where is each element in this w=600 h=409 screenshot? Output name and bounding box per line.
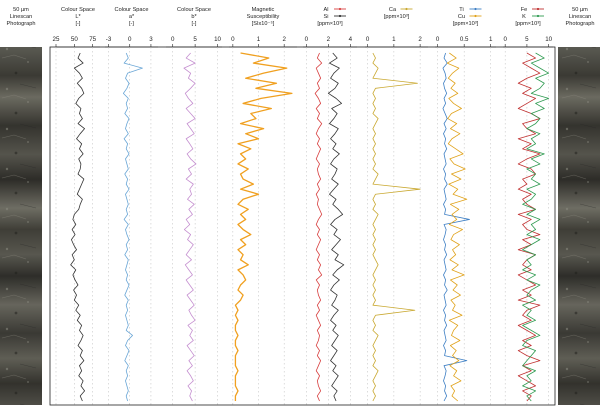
panel-6: Ca[ppm×10³] 0 1 2 <box>365 7 428 405</box>
panel-3-title-2: b* <box>191 14 197 20</box>
panel-4-title-3: [SIx10⁻⁵] <box>252 20 275 27</box>
left-photo-strip: 50 µm Linescan Photograph <box>0 7 42 405</box>
panel-8-tick-label: 5 <box>525 36 529 43</box>
panel-3-tick-label: 0 <box>171 36 175 43</box>
panel-7-tick-label: 1 <box>489 36 493 43</box>
panel-6-tick-label: 0 <box>366 36 370 43</box>
legend-dot-ca <box>405 7 408 11</box>
panel-5-title-3: [ppm×10³] <box>317 21 343 27</box>
panel-6-tick-label: 1 <box>392 36 396 43</box>
panel-8-title-2: K <box>522 14 526 20</box>
left-photo-title-3: Photograph <box>7 21 36 27</box>
legend-dot-ti <box>474 7 477 11</box>
panel-2-title-1: Colour Space <box>115 7 149 13</box>
panel-5-tick-label: 0 <box>305 36 309 43</box>
series-b- <box>183 52 197 402</box>
panel-3-title-1: Colour Space <box>177 7 211 13</box>
legend-dot-k <box>536 14 540 18</box>
right-photo-title-2: Linescan <box>569 14 591 20</box>
series-a- <box>122 52 143 402</box>
panel-4-title-2: Susceptibility <box>247 14 280 20</box>
series-ca <box>372 52 421 402</box>
panel-2-title-2: a* <box>129 14 135 20</box>
panel-2-tick-label: 3 <box>149 36 153 43</box>
legend-dot-cu <box>474 14 477 18</box>
legend-dot-al <box>338 7 342 11</box>
right-photo-title-3: Photograph <box>566 21 595 27</box>
panel-8-tick-label: 10 <box>545 36 552 43</box>
panel-1-title-2: L* <box>75 14 81 20</box>
panel-5-tick-label: 4 <box>349 36 353 43</box>
left-photo-title-2: Linescan <box>10 14 32 20</box>
panel-1-title-3: [-] <box>76 21 81 27</box>
series-fe <box>517 52 541 402</box>
panel-5-title-1: Al <box>324 7 329 13</box>
panel-5-tick-label: 2 <box>327 36 331 43</box>
panel-7-title-2: Cu <box>458 14 465 20</box>
panel-7-tick-label: 0.5 <box>460 36 469 43</box>
panel-5-title-2: Si <box>324 14 329 20</box>
panel-1-tick-label: 50 <box>71 36 78 43</box>
left-photo-title-1: 50 µm <box>13 7 29 13</box>
panel-2-title-3: [-] <box>129 21 134 27</box>
panel-3-tick-label: 10 <box>214 36 221 43</box>
series-al <box>314 52 323 402</box>
panel-6-title-1: Ca <box>389 7 397 13</box>
plot-frame <box>49 46 556 406</box>
panel-4-tick-label: 1 <box>257 36 261 43</box>
series-cu <box>446 52 468 402</box>
series-magnetic-susceptibility <box>234 52 293 401</box>
panel-1-title-1: Colour Space <box>61 7 95 13</box>
right-photo-title-1: 50 µm <box>572 7 588 13</box>
right-photo-strip: 50 µm Linescan Photograph <box>558 7 600 405</box>
series-k <box>522 52 550 402</box>
series-si <box>327 52 345 402</box>
panel-2-tick-label: -3 <box>106 36 112 43</box>
panel-1-tick-label: 25 <box>53 36 60 43</box>
panel-6-tick-label: 2 <box>418 36 422 43</box>
panel-7-tick-label: 0 <box>436 36 440 43</box>
panel-8-tick-label: 0 <box>503 36 507 43</box>
panel-6-title-2: [ppm×10³] <box>384 14 410 20</box>
series-l- <box>70 52 85 402</box>
series-ti <box>442 52 470 402</box>
panel-1-tick-label: 75 <box>89 36 96 43</box>
panel-4-tick-label: 2 <box>282 36 286 43</box>
panel-7-title-3: [ppm×10³] <box>453 21 479 27</box>
panel-3-tick-label: 5 <box>193 36 197 43</box>
panel-8-title-3: [ppm×10³] <box>515 21 541 27</box>
panel-3-title-3: [-] <box>192 21 197 27</box>
panel-8: FeK[ppm×10³] 0 5 10 <box>503 7 553 405</box>
panel-7-title-1: Ti <box>459 7 463 13</box>
panel-8-title-1: Fe <box>521 7 528 13</box>
legend-dot-si <box>338 14 342 18</box>
panel-4-title-1: Magnetic <box>252 7 275 13</box>
panel-2-tick-label: 0 <box>128 36 132 43</box>
panel-4-tick-label: 0 <box>231 36 235 43</box>
legend-dot-fe <box>536 7 540 11</box>
